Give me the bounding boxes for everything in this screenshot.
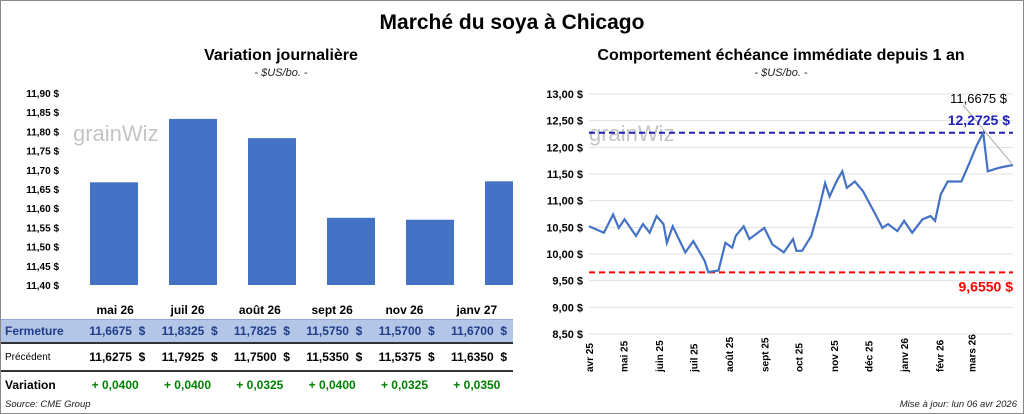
bar xyxy=(406,219,454,285)
y-tick-label: 11,00 $ xyxy=(547,196,583,208)
bar xyxy=(248,138,296,285)
row-label: Précédent xyxy=(5,351,51,363)
y-tick-label: 11,60 $ xyxy=(26,204,59,215)
col-header: janv 27 xyxy=(456,302,498,317)
col-header: sept 26 xyxy=(311,302,353,317)
low-label: 9,6550 $ xyxy=(959,278,1014,294)
high-label: 12,2725 $ xyxy=(948,112,1010,128)
cell: + 0,0400 xyxy=(91,377,139,392)
col-header: août 26 xyxy=(238,302,281,317)
line-chart: 8,50 $ 9,00 $ 9,50 $ 10,00 $ 10,50 $ 11,00 $ 1… xyxy=(546,89,1014,373)
right-chart-unit: - $US/bo. - xyxy=(754,67,808,79)
bar xyxy=(327,217,375,285)
y-tick-label: 11,50 $ xyxy=(26,243,59,254)
bar xyxy=(485,181,513,285)
x-tick-label: mai 25 xyxy=(619,340,630,372)
y-tick-label: 11,55 $ xyxy=(26,223,59,234)
cell: 11,5375 $ xyxy=(378,350,435,364)
update-date: Mise à jour: lun 06 avr 2026 xyxy=(899,399,1017,410)
cell: + 0,0400 xyxy=(163,377,212,392)
cell: 11,5700 $ xyxy=(378,323,435,338)
y-tick-label: 11,85 $ xyxy=(26,108,59,119)
col-header: mai 26 xyxy=(96,302,134,317)
y-tick-label: 11,50 $ xyxy=(547,169,583,181)
x-tick-label: oct 25 xyxy=(795,343,806,372)
table-row-precedent: Précédent 11,6275 $ 11,7925 $ 11,7500 $ … xyxy=(1,343,513,371)
row-label: Variation xyxy=(5,377,56,392)
table-header-row: mai 26 juil 26 août 26 sept 26 nov 26 ja… xyxy=(1,301,513,319)
y-tick-label: 9,00 $ xyxy=(552,302,583,314)
y-tick-label: 10,50 $ xyxy=(546,222,583,234)
x-tick-label: juin 25 xyxy=(655,340,666,373)
y-tick-label: 11,40 $ xyxy=(26,281,59,292)
x-tick-label: déc 25 xyxy=(865,340,876,372)
cell: 11,6350 $ xyxy=(450,350,507,364)
x-tick-label: janv 26 xyxy=(900,338,911,373)
watermark: grainWiz xyxy=(73,121,159,146)
last-label: 11,6675 $ xyxy=(950,91,1008,106)
y-tick-label: 8,50 $ xyxy=(552,329,583,341)
table-row-fermeture: Fermeture 11,6675 $ 11,8325 $ 11,7825 $ … xyxy=(1,319,513,343)
cell: + 0,0400 xyxy=(308,377,356,392)
cell: + 0,0350 xyxy=(453,377,501,392)
bar-chart: 11,40 $ 11,45 $ 11,50 $ 11,55 $ 11,60 $ 11,65… xyxy=(26,89,513,292)
y-tick-label: 11,65 $ xyxy=(26,185,59,196)
cell: 11,5350 $ xyxy=(306,350,363,364)
x-tick-label: avr 25 xyxy=(585,343,596,372)
x-tick-label: nov 25 xyxy=(830,340,841,372)
right-chart-title: Comportement échéance immédiate depuis 1… xyxy=(597,47,965,64)
y-tick-label: 13,00 $ xyxy=(546,89,583,101)
bar xyxy=(169,118,217,285)
cell: 11,6700 $ xyxy=(450,323,507,338)
y-tick-label: 12,00 $ xyxy=(546,142,583,154)
col-header: juil 26 xyxy=(170,302,205,317)
cell: 11,6675 $ xyxy=(89,323,146,338)
y-tick-label: 11,80 $ xyxy=(26,127,59,138)
source-note: Source: CME Group xyxy=(5,399,91,410)
cell: 11,5750 $ xyxy=(306,323,363,338)
price-line xyxy=(588,129,1014,274)
cell: 11,7925 $ xyxy=(161,350,218,364)
cell: + 0,0325 xyxy=(236,377,284,392)
cell: 11,7500 $ xyxy=(233,350,290,364)
y-tick-label: 9,50 $ xyxy=(552,276,583,288)
price-table: mai 26 juil 26 août 26 sept 26 nov 26 ja… xyxy=(1,301,513,397)
y-tick-label: 11,70 $ xyxy=(26,166,59,177)
row-label: Fermeture xyxy=(5,323,64,338)
y-tick-label: 11,75 $ xyxy=(26,147,59,158)
cell: 11,6275 $ xyxy=(89,350,146,364)
x-tick-label: mars 26 xyxy=(968,334,979,372)
col-header: nov 26 xyxy=(385,302,424,317)
y-tick-label: 12,50 $ xyxy=(546,116,583,128)
cell: 11,8325 $ xyxy=(161,323,218,338)
left-chart-title: Variation journalière xyxy=(204,47,358,64)
table-row-variation: Variation + 0,0400 + 0,0400 + 0,0325 + 0… xyxy=(1,371,513,397)
left-chart-unit: - $US/bo. - xyxy=(254,67,308,79)
y-tick-label: 11,45 $ xyxy=(26,262,59,273)
x-tick-label: févr 26 xyxy=(936,339,947,372)
y-tick-label: 10,00 $ xyxy=(546,249,583,261)
x-tick-label: juil 25 xyxy=(689,343,700,373)
y-tick-label: 11,90 $ xyxy=(26,89,59,100)
cell: 11,7825 $ xyxy=(233,323,290,338)
cell: + 0,0325 xyxy=(380,377,428,392)
x-tick-label: août 25 xyxy=(725,337,736,372)
last-leader xyxy=(962,104,1014,166)
x-tick-label: sept 25 xyxy=(760,337,771,372)
bar xyxy=(90,182,138,285)
page-title: Marché du soya à Chicago xyxy=(379,11,645,34)
